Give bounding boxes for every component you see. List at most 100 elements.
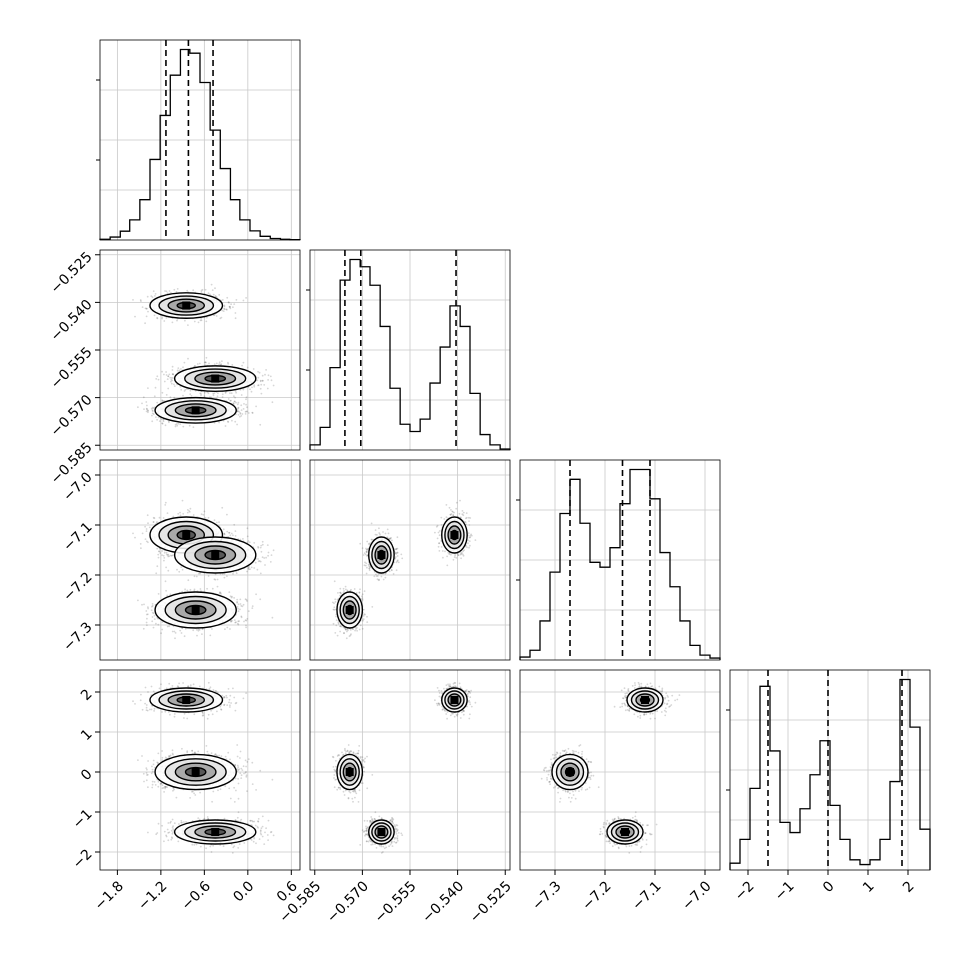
sample-point: [256, 379, 259, 382]
sample-point: [179, 423, 182, 425]
sample-point: [210, 283, 213, 286]
sample-point: [152, 413, 155, 416]
sample-point: [155, 378, 158, 380]
sample-point: [265, 369, 267, 371]
sample-point: [154, 295, 156, 297]
sample-point: [147, 310, 149, 313]
sample-point: [204, 288, 207, 291]
sample-point: [211, 628, 213, 630]
sample-point: [188, 424, 191, 427]
sample-point: [166, 512, 169, 514]
sample-point: [172, 373, 175, 376]
sample-point: [161, 317, 164, 320]
sample-point: [227, 398, 230, 400]
sample-point: [161, 422, 164, 425]
sample-point: [251, 605, 254, 607]
sample-point: [181, 499, 184, 502]
sample-point: [236, 423, 239, 426]
sample-point: [241, 364, 244, 367]
sample-point: [241, 413, 244, 415]
sample-point: [150, 609, 153, 612]
sample-point: [169, 396, 172, 399]
sample-point: [255, 405, 257, 408]
sample-point: [238, 620, 241, 622]
sample-point: [137, 406, 139, 409]
sample-point: [170, 380, 172, 383]
sample-point: [244, 619, 247, 621]
sample-point: [166, 554, 169, 557]
sample-point: [151, 412, 154, 415]
sample-point: [257, 376, 260, 379]
sample-point: [167, 569, 170, 572]
sample-point: [171, 369, 174, 371]
sample-point: [161, 554, 164, 556]
sample-point: [216, 395, 219, 398]
sample-point: [147, 387, 149, 389]
sample-point: [174, 637, 176, 640]
sample-point: [223, 576, 226, 579]
sample-point: [257, 370, 259, 373]
sample-point: [224, 392, 227, 394]
sample-point: [255, 593, 257, 596]
sample-point: [234, 535, 237, 537]
sample-point: [263, 384, 266, 386]
sample-point: [151, 409, 154, 412]
sample-point: [189, 393, 192, 396]
sample-point: [186, 589, 189, 592]
sample-point: [144, 538, 147, 540]
sample-point: [160, 418, 163, 420]
sample-point: [153, 395, 156, 398]
sample-point: [267, 374, 270, 377]
sample-point: [170, 378, 173, 381]
sample-point: [163, 559, 165, 562]
sample-point: [249, 388, 251, 391]
sample-point: [152, 407, 155, 409]
sample-point: [152, 290, 155, 293]
sample-point: [230, 532, 233, 535]
sample-point: [177, 367, 180, 369]
sample-point: [132, 299, 134, 301]
sample-point: [199, 319, 202, 322]
sample-point: [177, 512, 180, 515]
sample-point: [169, 376, 172, 379]
sample-point: [172, 554, 174, 557]
sample-point: [162, 420, 165, 423]
sample-point: [218, 521, 220, 523]
sample-point: [141, 532, 144, 535]
sample-point: [142, 396, 145, 399]
sample-point: [215, 362, 218, 365]
sample-point: [236, 606, 239, 608]
sample-point: [157, 593, 160, 595]
sample-point: [266, 544, 269, 546]
sample-point: [253, 542, 256, 544]
sample-point: [198, 362, 201, 365]
sample-point: [226, 530, 229, 533]
sample-point: [174, 423, 177, 426]
sample-point: [156, 375, 159, 378]
sample-point: [251, 411, 254, 414]
sample-point: [242, 538, 244, 540]
sample-point: [145, 621, 148, 624]
sample-point: [146, 408, 148, 410]
sample-point: [165, 394, 168, 396]
sample-point: [250, 390, 253, 393]
sample-point: [261, 379, 264, 382]
sample-point: [235, 391, 238, 394]
sample-point: [226, 308, 228, 311]
sample-point: [247, 412, 250, 414]
sample-point: [144, 322, 147, 325]
sample-point: [271, 401, 274, 404]
sample-point: [237, 603, 240, 606]
sample-point: [145, 530, 148, 532]
sample-point: [179, 629, 182, 632]
sample-point: [233, 619, 236, 621]
sample-point: [155, 416, 157, 418]
sample-point: [151, 611, 154, 614]
sample-point: [230, 399, 232, 402]
sample-point: [200, 317, 203, 320]
sample-point: [236, 598, 239, 601]
sample-point: [186, 289, 189, 292]
sample-point: [209, 634, 212, 637]
sample-point: [259, 560, 262, 563]
sample-point: [155, 572, 158, 575]
